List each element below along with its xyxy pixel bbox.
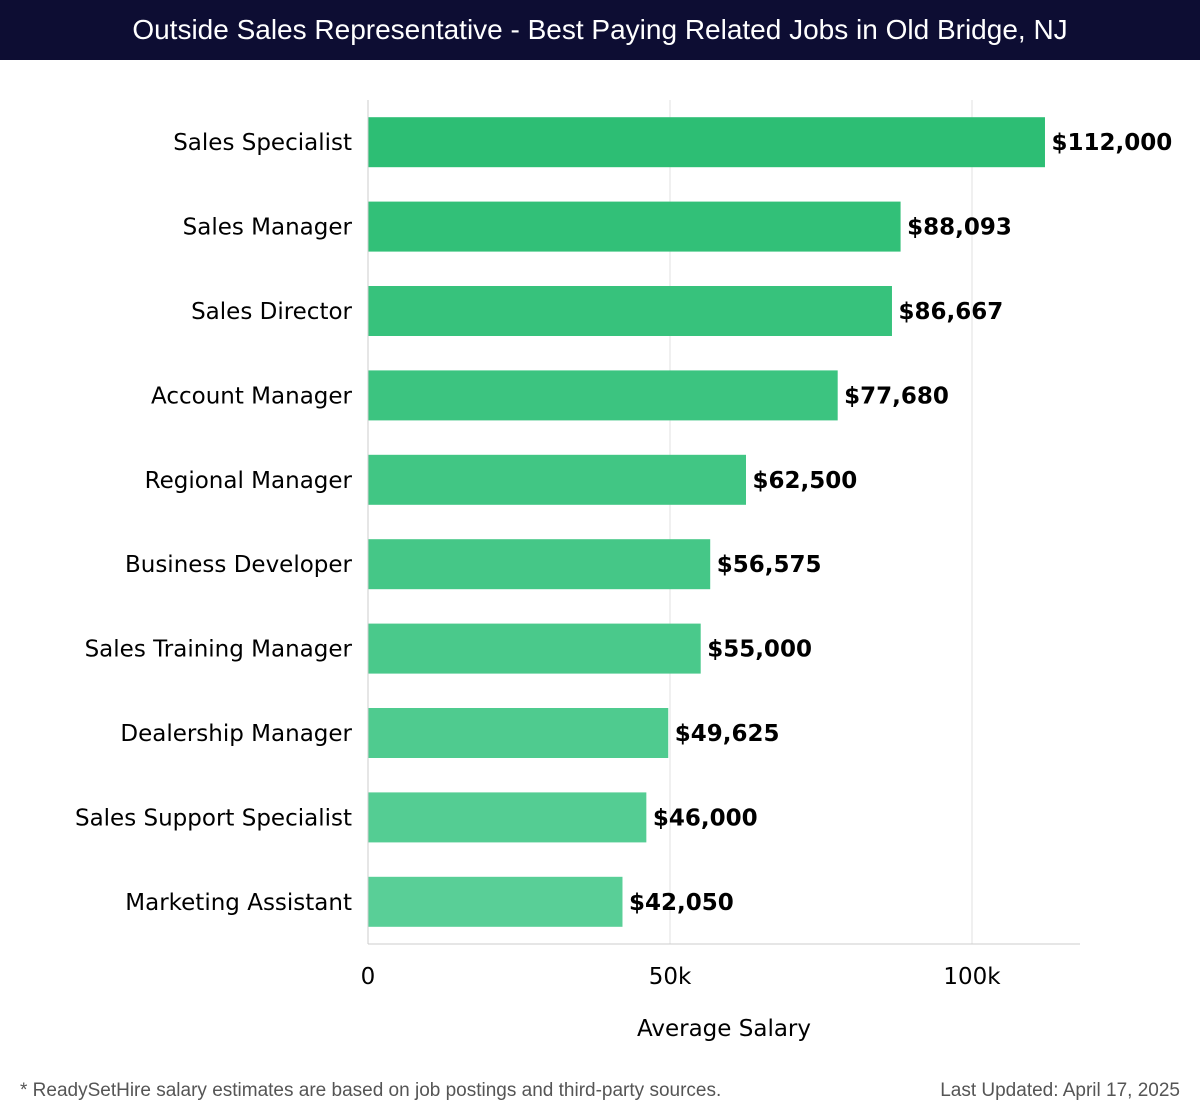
value-label: $55,000 (707, 637, 812, 663)
category-label: Sales Support Specialist (75, 805, 352, 831)
x-tick-label: 0 (361, 964, 376, 990)
category-label: Marketing Assistant (125, 890, 352, 916)
category-label: Sales Specialist (173, 130, 352, 156)
bar (368, 539, 711, 590)
bar (368, 286, 892, 336)
footer-note: * ReadySetHire salary estimates are base… (20, 1080, 722, 1101)
value-label: $62,500 (753, 468, 858, 494)
category-label: Sales Director (191, 299, 352, 325)
bar (368, 792, 647, 843)
bar (368, 876, 623, 927)
category-label: Sales Training Manager (85, 637, 353, 663)
x-tick-label: 50k (649, 964, 692, 990)
labels-layer: Sales Specialist $112,000 Sales Manager $88… (75, 130, 1172, 916)
value-label: $88,093 (907, 215, 1012, 241)
bar (368, 370, 838, 421)
value-label: $46,000 (653, 805, 758, 831)
category-label: Regional Manager (145, 468, 353, 494)
last-updated: Last Updated: April 17, 2025 (940, 1080, 1180, 1101)
category-label: Account Manager (151, 383, 353, 409)
bar (368, 117, 1045, 168)
value-label: $77,680 (844, 383, 949, 409)
chart-title: Outside Sales Representative - Best Payi… (0, 0, 1200, 60)
bar (368, 454, 746, 505)
bar-chart: Sales Specialist $112,000 Sales Manager $88… (75, 100, 1172, 1042)
category-label: Sales Manager (183, 215, 353, 241)
bar (368, 708, 669, 758)
category-label: Business Developer (125, 552, 353, 578)
value-label: $49,625 (675, 721, 780, 747)
value-label: $56,575 (717, 552, 822, 578)
value-label: $112,000 (1051, 130, 1172, 156)
bars-layer (368, 117, 1045, 927)
bar (368, 623, 701, 674)
bar (368, 201, 901, 252)
value-label: $86,667 (898, 299, 1003, 325)
x-tick-label: 100k (943, 964, 1001, 990)
value-label: $42,050 (629, 890, 734, 916)
category-label: Dealership Manager (120, 721, 352, 747)
x-axis-label: Average Salary (637, 1016, 811, 1042)
axis-layer: 0 50k 100k Average Salary (361, 943, 1080, 1042)
